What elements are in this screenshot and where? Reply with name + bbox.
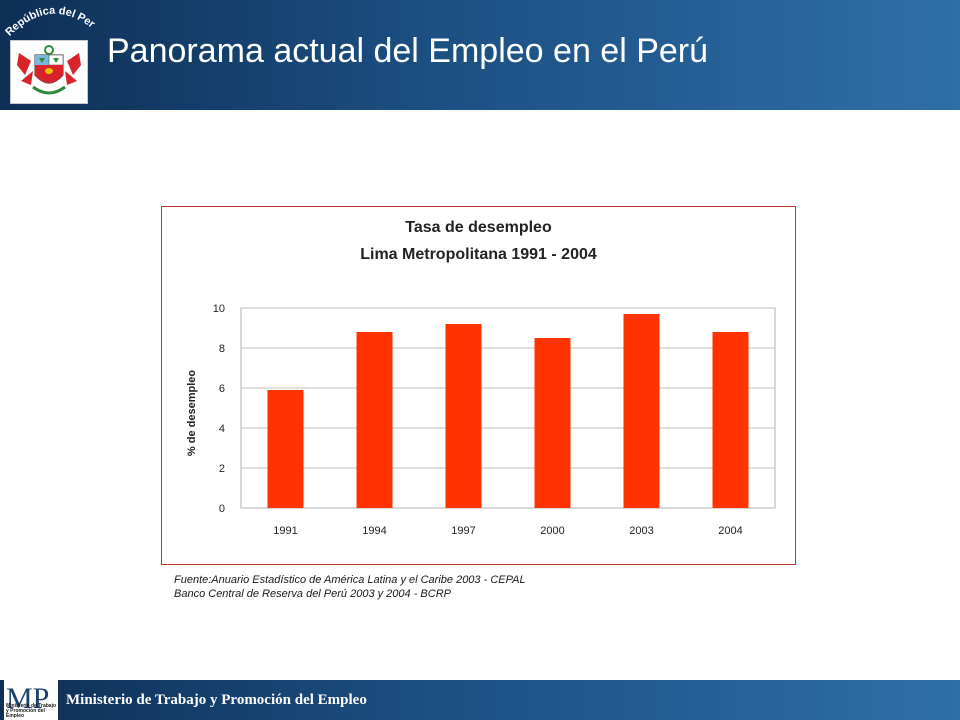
x-tick-label: 2003 [629, 525, 653, 537]
plot-area [240, 307, 776, 509]
svg-text:República del Perú: República del Perú [0, 0, 98, 39]
x-tick-label: 1997 [451, 525, 475, 537]
source-line-1: Fuente:Anuario Estadístico de América La… [174, 574, 526, 586]
bar-2004 [712, 332, 749, 508]
x-tick-label: 2004 [718, 525, 742, 537]
y-tick-label: 8 [219, 343, 225, 355]
y-tick-label: 10 [213, 303, 225, 315]
chart-subtitle: Lima Metropolitana 1991 - 2004 [360, 246, 597, 263]
y-tick-label: 2 [219, 463, 225, 475]
page-title: Panorama actual del Empleo en el Perú [107, 32, 709, 70]
x-tick-label: 1994 [362, 525, 386, 537]
bar-2000 [534, 338, 571, 508]
bar-1991 [267, 390, 304, 508]
x-tick-label: 1991 [273, 525, 297, 537]
y-tick-label: 0 [219, 503, 225, 515]
source-note: Fuente:Anuario Estadístico de América La… [174, 573, 774, 601]
x-tick-label: 2000 [540, 525, 564, 537]
chart-frame: Tasa de desempleo Lima Metropolitana 199… [161, 206, 796, 565]
y-tick-label: 6 [219, 383, 225, 395]
bar-1997 [445, 324, 482, 508]
bar-2003 [623, 314, 660, 508]
y-tick-label: 4 [219, 423, 225, 435]
footer-bar: MP Ministerio de Trabajo y Promoción del… [0, 680, 960, 720]
y-axis-label: % de desempleo [186, 370, 198, 456]
source-line-2: Banco Central de Reserva del Perú 2003 y… [174, 588, 451, 600]
ministry-logo: MP Ministerio de Trabajo y Promoción del… [4, 680, 58, 720]
shield-icon [17, 45, 81, 95]
logo-caption: Ministerio de Trabajo y Promoción del Em… [6, 703, 57, 719]
logo-letters: MP [6, 682, 49, 714]
bar-1994 [356, 332, 393, 508]
peru-coat-of-arms: República del Perú [0, 0, 100, 110]
bar-chart: 0 2 4 6 8 10 1991 1994 1997 2000 2003 2004 % de dese… [186, 303, 776, 537]
seal-emblem [10, 40, 88, 104]
chart-title: Tasa de desempleo [405, 219, 552, 236]
mp-logo-icon: MP [6, 682, 49, 715]
header-bar: República del Perú Panorama actual del E… [0, 0, 960, 110]
seal-text: República del Perú [0, 0, 98, 39]
ministry-name: Ministerio de Trabajo y Promoción del Em… [66, 692, 367, 708]
seal-arc-text: República del Perú [0, 0, 98, 39]
